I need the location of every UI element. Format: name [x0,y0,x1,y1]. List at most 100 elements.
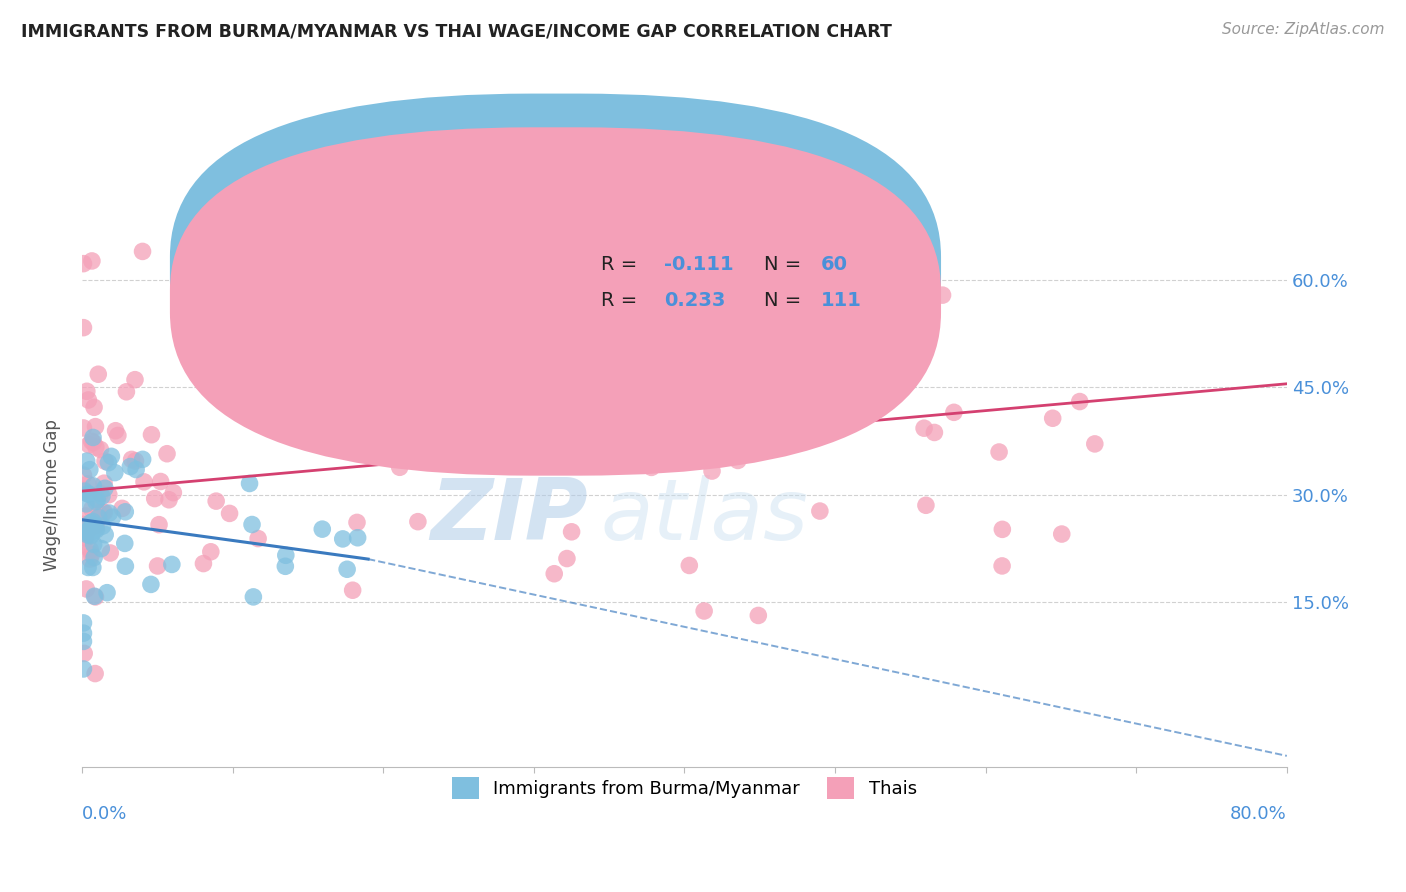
Point [912,421,935,435]
Point [346,516,368,530]
Point [75,509,97,524]
Point [83,550,105,565]
Point [77,392,100,407]
Point [523,396,546,410]
Point [77,560,100,574]
Point [87,510,110,524]
Point [882,312,904,326]
Text: N =: N = [763,255,807,274]
Point [98,506,121,520]
Point [125,462,148,476]
Point [84,519,107,533]
Text: 80.0%: 80.0% [1230,805,1286,823]
Point [73,484,96,499]
Text: R =: R = [602,291,644,310]
Point [693,419,716,434]
Text: R =: R = [602,255,644,274]
Point [543,566,565,581]
Point [146,558,169,573]
Point [84,666,107,681]
Point [76,525,98,540]
Point [734,425,756,440]
Point [75,582,97,596]
Point [744,356,766,370]
Point [97,456,120,470]
Point [77,477,100,491]
Point [84,494,107,508]
Point [640,460,662,475]
Point [690,369,713,384]
Point [83,401,105,415]
Point [409,449,432,463]
Point [82,435,104,450]
Point [79,552,101,566]
Point [82,519,104,533]
Point [406,515,429,529]
Point [73,539,96,553]
Point [115,384,138,399]
Point [86,492,108,507]
Text: -0.111: -0.111 [664,255,734,274]
Point [72,662,94,676]
Point [148,517,170,532]
Point [931,288,953,302]
Point [82,479,104,493]
Point [90,541,112,556]
Point [84,590,107,604]
Point [991,558,1014,573]
Point [84,522,107,536]
Point [82,515,104,529]
Point [75,497,97,511]
Point [120,459,142,474]
FancyBboxPatch shape [503,239,835,324]
Point [193,557,215,571]
Point [288,421,311,435]
Point [76,454,98,468]
Point [79,463,101,477]
Text: Source: ZipAtlas.com: Source: ZipAtlas.com [1222,22,1385,37]
Point [1042,411,1064,425]
Point [80,254,103,268]
Point [91,505,114,519]
Legend: Immigrants from Burma/Myanmar, Thais: Immigrants from Burma/Myanmar, Thais [444,770,924,806]
Point [274,559,297,574]
Point [388,460,411,475]
Point [655,421,678,435]
Point [87,368,110,382]
Point [915,498,938,512]
Point [387,434,409,448]
Point [1084,437,1107,451]
Text: 0.233: 0.233 [664,291,725,310]
Point [86,523,108,537]
Point [82,560,104,574]
Point [104,424,127,438]
Point [84,440,107,454]
Point [149,475,172,489]
Point [218,507,240,521]
Point [124,454,146,468]
Point [612,423,634,437]
Point [79,521,101,535]
Point [94,527,117,541]
Point [754,353,776,368]
Point [858,357,880,371]
Text: 0.0%: 0.0% [82,805,128,823]
Point [851,359,873,374]
Point [107,428,129,442]
Text: atlas: atlas [600,475,808,558]
Point [346,531,368,545]
Point [200,545,222,559]
Point [91,489,114,503]
Point [73,647,96,661]
Point [72,257,94,271]
Point [141,427,163,442]
Point [100,450,122,464]
Point [700,464,723,478]
Point [336,562,359,576]
Point [101,510,124,524]
Point [98,546,121,560]
Point [111,501,134,516]
Point [72,484,94,499]
Point [97,488,120,502]
Point [75,524,97,539]
